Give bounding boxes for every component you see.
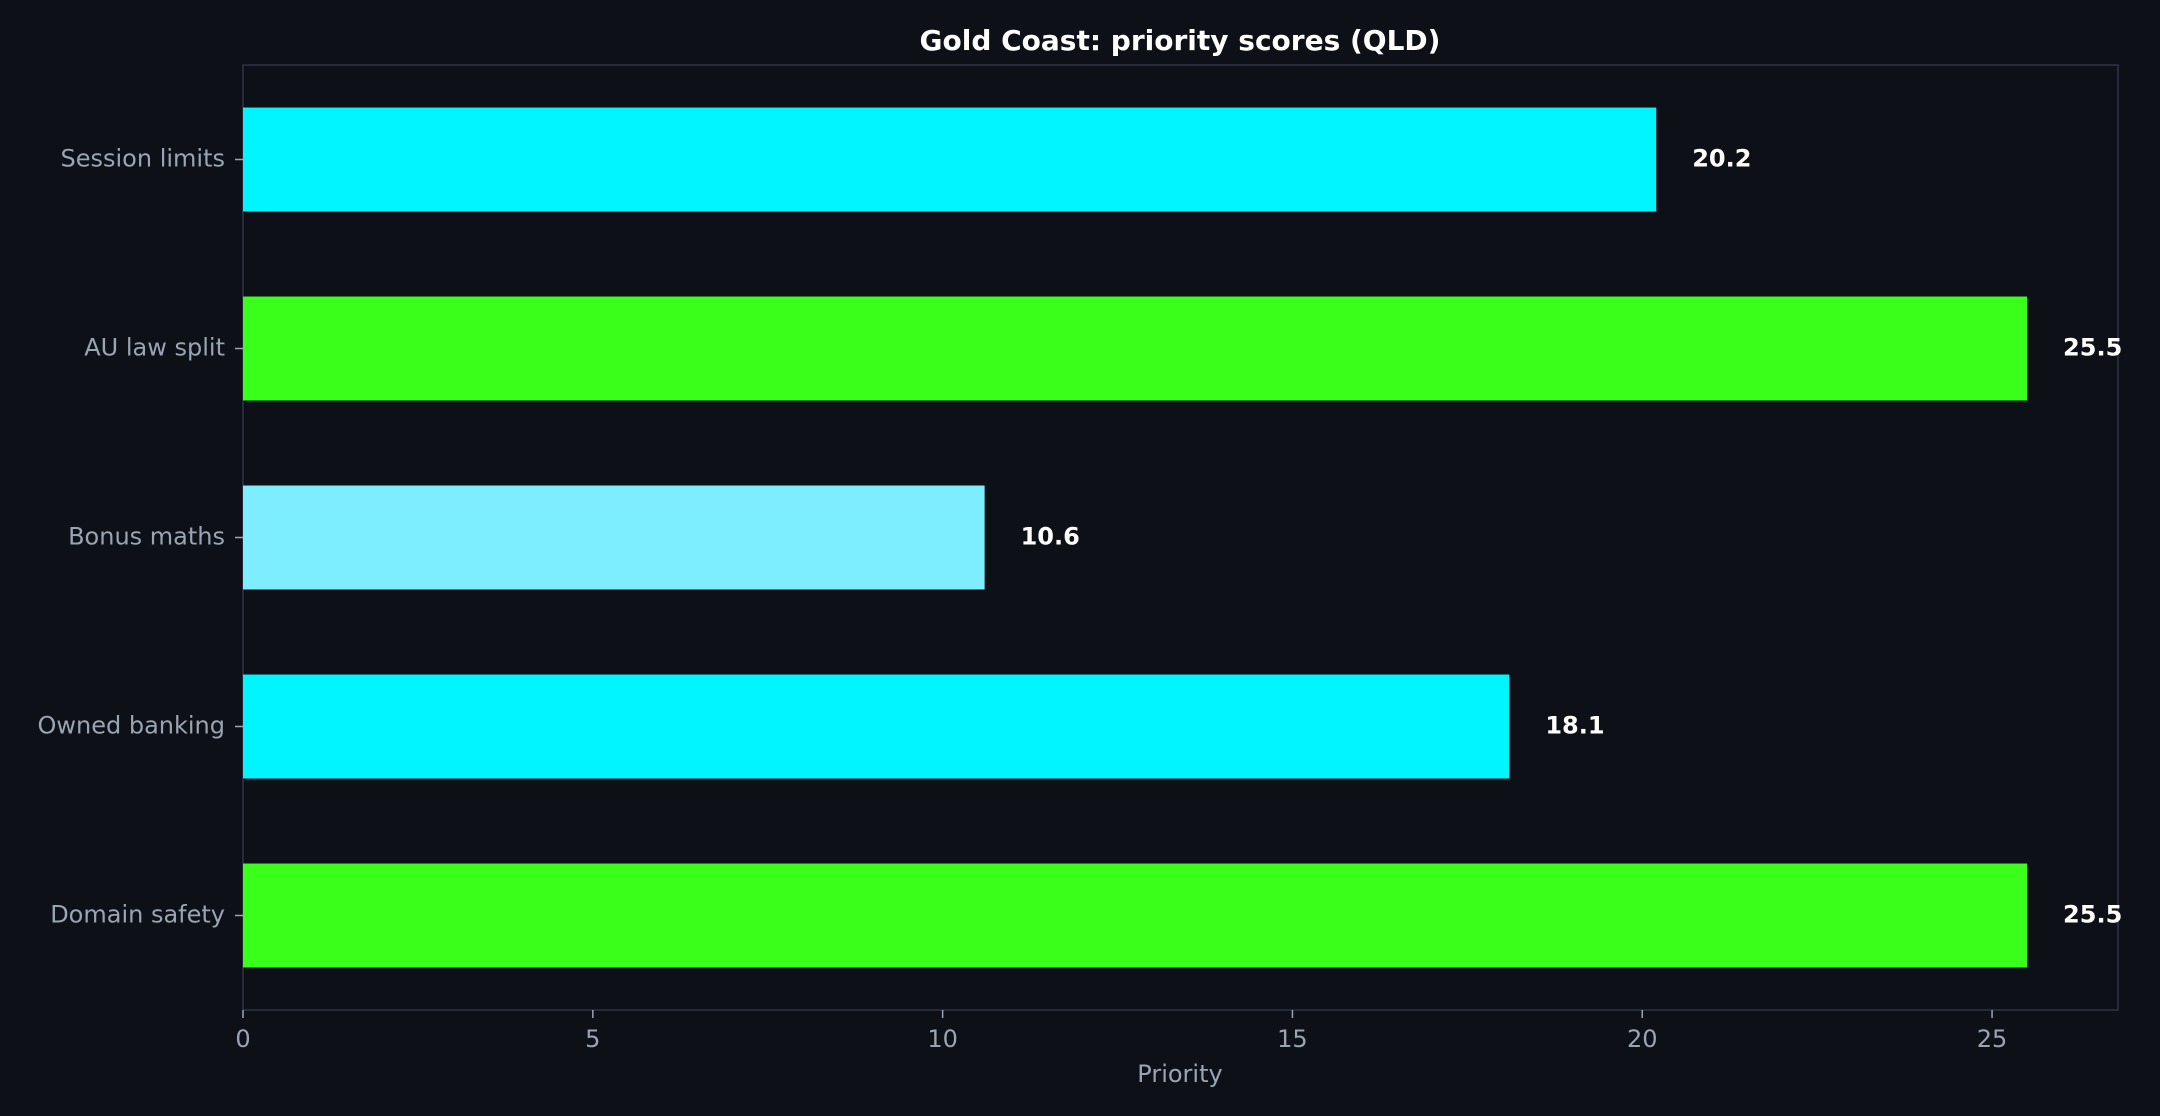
x-tick-label: 15 xyxy=(1277,1025,1308,1053)
bar xyxy=(243,863,2028,968)
x-tick-label: 20 xyxy=(1627,1025,1658,1053)
y-tick-label: Owned banking xyxy=(37,712,225,740)
y-tick-label: Session limits xyxy=(61,145,226,173)
x-tick-label: 5 xyxy=(585,1025,600,1053)
bar xyxy=(243,485,985,590)
bars-group: 20.2 25.5 10.6 18.1 25.5 xyxy=(243,107,2122,968)
bar-value-label: 10.6 xyxy=(1021,523,1080,551)
x-tick-label: 0 xyxy=(235,1025,250,1053)
bar xyxy=(243,107,1657,212)
x-tick-label: 25 xyxy=(1977,1025,2008,1053)
bar-value-label: 18.1 xyxy=(1545,712,1604,740)
bar-value-label: 25.5 xyxy=(2063,334,2122,362)
bar-value-label: 20.2 xyxy=(1692,145,1751,173)
x-axis-label: Priority xyxy=(1137,1060,1222,1088)
x-tick-label: 10 xyxy=(927,1025,958,1053)
y-tick-label: Domain safety xyxy=(50,901,225,929)
bar xyxy=(243,296,2028,401)
y-tick-label: AU law split xyxy=(84,334,225,362)
bar-value-label: 25.5 xyxy=(2063,901,2122,929)
chart-title: Gold Coast: priority scores (QLD) xyxy=(920,24,1441,57)
y-axis: Session limits AU law split Bonus maths Own… xyxy=(37,145,243,929)
x-axis: 0 5 10 15 20 25 xyxy=(235,1010,2007,1053)
y-tick-label: Bonus maths xyxy=(68,523,225,551)
bar xyxy=(243,674,1510,779)
